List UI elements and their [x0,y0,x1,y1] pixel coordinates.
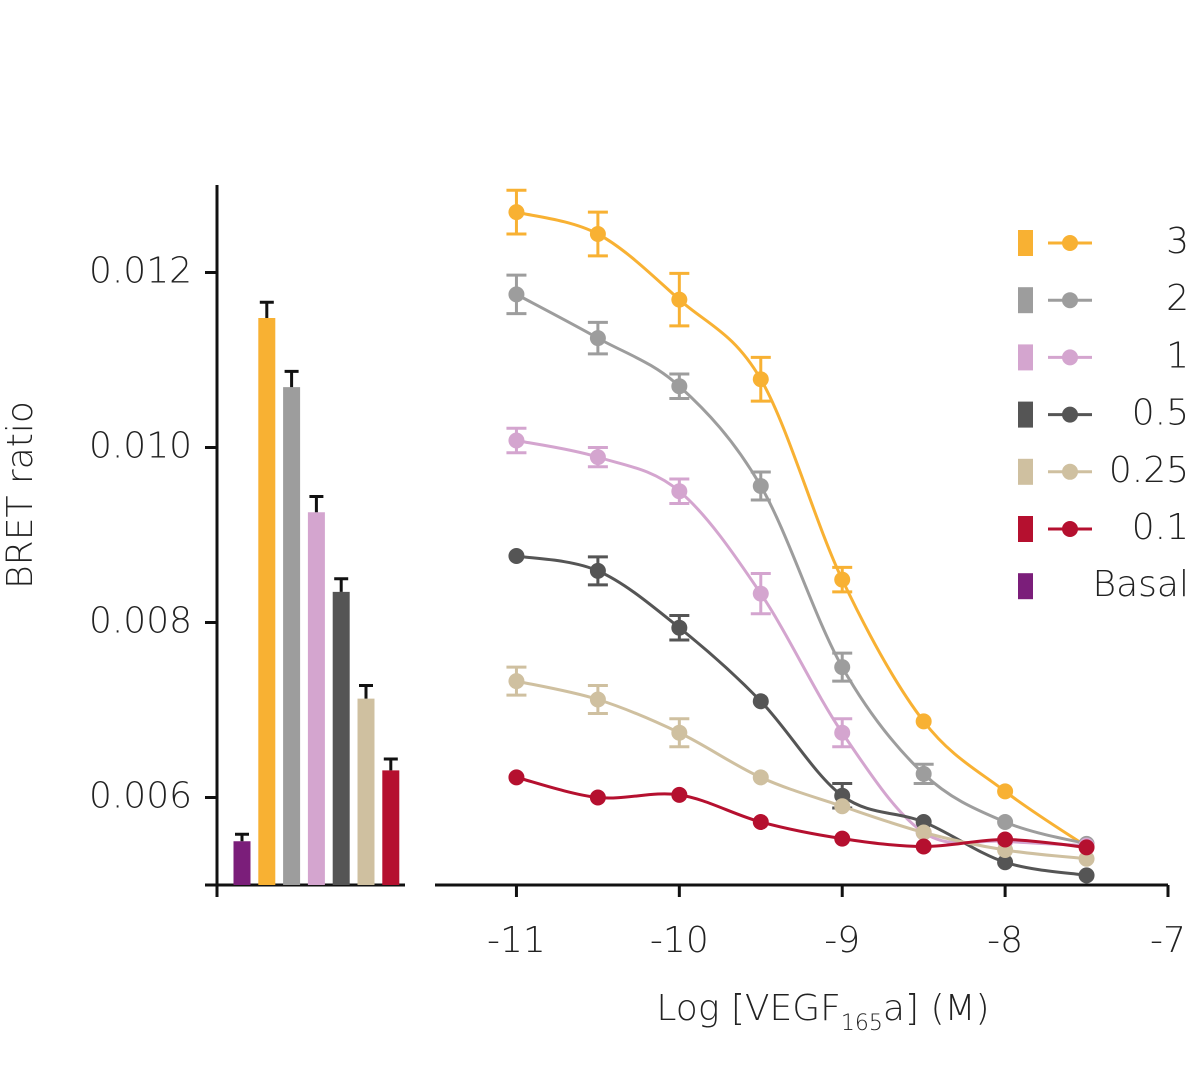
point [589,789,606,806]
point [834,571,851,588]
fit-curve [516,210,1088,848]
point [834,659,851,676]
point [671,724,688,741]
point [915,824,932,841]
legend-label: 1 [1166,335,1189,376]
point [589,226,606,242]
legend-label: 2 [1166,278,1189,319]
bar [332,591,350,885]
y-tick-label: 0.010 [89,426,192,467]
point [752,769,769,786]
point [589,330,606,347]
bar [283,387,301,885]
bar [233,841,251,885]
point [752,585,769,602]
x-axis-label-part: Log [VEGF [656,988,841,1029]
bar [382,770,400,885]
error-bar [259,300,274,318]
point [589,449,606,466]
x-axis-label-part: a] (M) [883,988,990,1029]
point [834,798,851,815]
error-bar [359,684,373,699]
point [671,291,688,308]
legend-swatch [1018,458,1033,485]
point [671,619,688,636]
y-axis-label: BRET ratio [0,401,41,589]
error-bar [334,577,349,592]
bar [307,512,325,885]
legend-swatch [1018,230,1033,256]
point [508,548,525,564]
point [997,783,1014,800]
legend-swatch [1018,573,1033,600]
point [508,286,525,303]
point [1078,850,1095,867]
legend-label: 3 [1166,221,1189,262]
legend-dot [1062,235,1078,251]
point [508,673,525,690]
y-tick-label: 0.012 [89,251,192,292]
legend-label: 0.25 [1109,450,1189,491]
point [915,713,932,730]
point [752,693,769,710]
point [997,831,1014,848]
bar [258,318,276,885]
x-tick-label: -7 [1150,920,1186,961]
y-tick-label: 0.006 [89,776,192,817]
point [834,724,851,741]
error-bar [309,495,324,513]
x-axis-label-sub: 165 [841,1011,883,1036]
x-axis-label: Log [VEGF165a] (M) [656,988,989,1036]
point [508,769,525,786]
legend-dot [1062,406,1078,423]
y-tick-label: 0.008 [89,601,192,642]
point [1078,839,1095,856]
point [589,691,606,708]
point [752,814,769,830]
bar [357,698,375,885]
point [508,432,525,449]
fit-curve [516,775,1087,849]
legend-dot [1062,463,1078,480]
legend-label: 0.5 [1132,393,1189,434]
point [671,483,688,500]
legend-swatch [1018,344,1033,371]
point [752,478,769,494]
x-tick-label: -9 [824,920,860,961]
legend-dot [1062,521,1078,537]
point [997,814,1014,830]
point [752,371,769,388]
legend-swatch [1018,401,1033,428]
x-tick-label: -11 [487,920,546,961]
point [1078,867,1095,884]
error-bar [235,832,249,842]
point [671,786,688,803]
legend-swatch [1018,516,1033,542]
fit-curve [516,679,1087,861]
legend-swatch [1018,287,1033,314]
point [589,562,606,579]
error-bar [284,369,299,388]
legend-label: Basal [1093,564,1189,605]
x-tick-label: -10 [650,920,709,961]
legend-dot [1062,292,1078,309]
legend-dot [1062,349,1078,366]
point [508,204,525,221]
point [915,838,932,855]
point [915,765,932,782]
point [834,830,851,847]
x-tick-label: -8 [987,920,1023,961]
fit-curve [516,554,1087,877]
fit-curve [515,293,1087,846]
point [997,854,1014,871]
legend-label: 0.1 [1132,507,1189,548]
point [671,378,688,395]
error-bar [383,757,398,771]
